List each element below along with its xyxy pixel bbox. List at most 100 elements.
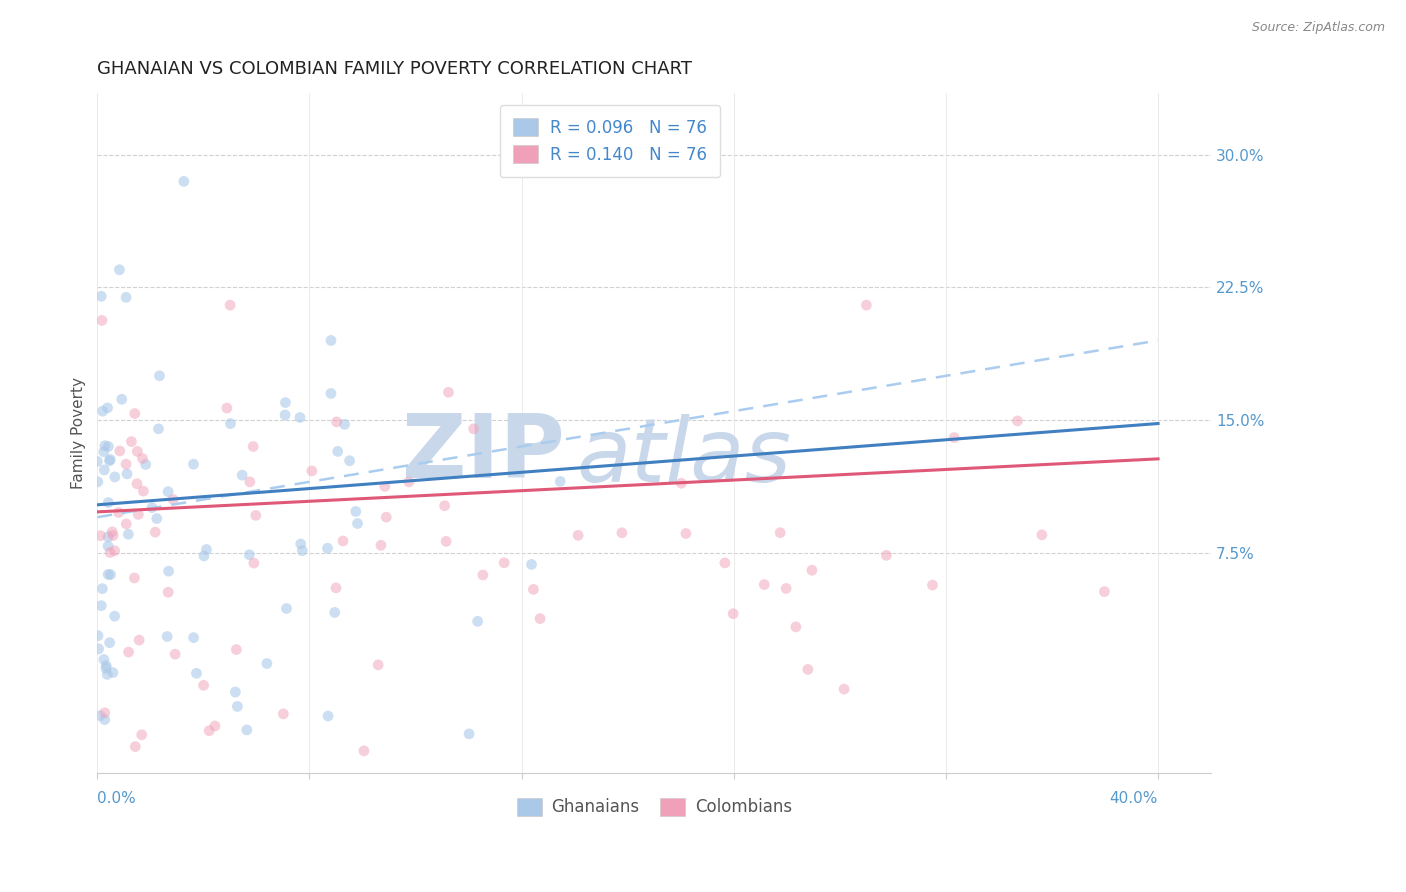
Point bbox=[520, 558, 543, 572]
Point bbox=[1031, 528, 1053, 542]
Point bbox=[165, 647, 187, 661]
Point bbox=[785, 620, 807, 634]
Point bbox=[319, 334, 342, 348]
Point bbox=[291, 543, 314, 558]
Point bbox=[104, 543, 127, 558]
Point bbox=[522, 582, 544, 597]
Point bbox=[127, 508, 149, 522]
Point bbox=[148, 422, 170, 436]
Point bbox=[333, 417, 356, 432]
Point bbox=[548, 475, 571, 489]
Point bbox=[157, 585, 180, 599]
Point bbox=[93, 444, 115, 458]
Point bbox=[219, 417, 242, 431]
Point bbox=[94, 661, 117, 675]
Point bbox=[89, 708, 111, 723]
Point bbox=[671, 476, 693, 491]
Point bbox=[721, 607, 744, 621]
Point bbox=[101, 665, 124, 680]
Text: Source: ZipAtlas.com: Source: ZipAtlas.com bbox=[1251, 21, 1385, 34]
Point bbox=[135, 458, 157, 472]
Point bbox=[117, 645, 139, 659]
Point bbox=[316, 541, 339, 556]
Point bbox=[132, 484, 155, 499]
Point bbox=[101, 524, 124, 539]
Point bbox=[832, 682, 855, 697]
Point bbox=[353, 744, 375, 758]
Point bbox=[91, 404, 114, 418]
Point bbox=[96, 658, 118, 673]
Point bbox=[87, 629, 110, 643]
Point bbox=[128, 633, 150, 648]
Point bbox=[800, 563, 823, 577]
Point bbox=[124, 407, 146, 421]
Point bbox=[344, 504, 367, 518]
Point bbox=[219, 298, 242, 312]
Point bbox=[156, 630, 179, 644]
Point bbox=[173, 174, 195, 188]
Point bbox=[104, 609, 127, 624]
Point bbox=[146, 511, 169, 525]
Y-axis label: Family Poverty: Family Poverty bbox=[72, 377, 86, 489]
Text: 0.0%: 0.0% bbox=[97, 791, 136, 806]
Point bbox=[1007, 414, 1029, 428]
Point bbox=[115, 516, 138, 531]
Text: GHANAIAN VS COLOMBIAN FAMILY POVERTY CORRELATION CHART: GHANAIAN VS COLOMBIAN FAMILY POVERTY COR… bbox=[97, 60, 692, 78]
Text: 40.0%: 40.0% bbox=[1109, 791, 1159, 806]
Point bbox=[96, 667, 118, 681]
Point bbox=[98, 635, 121, 649]
Point bbox=[198, 723, 221, 738]
Point bbox=[157, 484, 180, 499]
Point bbox=[273, 706, 295, 721]
Point bbox=[1092, 584, 1115, 599]
Point bbox=[97, 440, 120, 454]
Point bbox=[89, 529, 111, 543]
Point bbox=[274, 395, 297, 409]
Point bbox=[87, 641, 110, 656]
Point bbox=[256, 657, 278, 671]
Point bbox=[141, 500, 163, 515]
Point bbox=[108, 262, 131, 277]
Point bbox=[236, 723, 259, 737]
Point bbox=[98, 454, 121, 468]
Point bbox=[332, 533, 354, 548]
Point bbox=[127, 444, 149, 458]
Point bbox=[148, 368, 170, 383]
Point bbox=[157, 564, 180, 578]
Point bbox=[204, 719, 226, 733]
Point bbox=[193, 678, 215, 692]
Point bbox=[276, 601, 298, 615]
Point bbox=[183, 631, 205, 645]
Point bbox=[494, 556, 516, 570]
Point bbox=[339, 453, 361, 467]
Point bbox=[875, 549, 897, 563]
Point bbox=[224, 685, 246, 699]
Point bbox=[115, 290, 138, 304]
Point bbox=[111, 392, 134, 407]
Point bbox=[86, 454, 108, 468]
Point bbox=[242, 440, 264, 454]
Point bbox=[96, 401, 118, 415]
Point bbox=[675, 526, 697, 541]
Point bbox=[374, 479, 396, 493]
Point bbox=[274, 408, 297, 422]
Point bbox=[433, 499, 456, 513]
Point bbox=[91, 313, 114, 327]
Point bbox=[316, 709, 339, 723]
Legend: Ghanaians, Colombians: Ghanaians, Colombians bbox=[510, 791, 799, 823]
Point bbox=[714, 556, 737, 570]
Point bbox=[375, 510, 398, 524]
Point bbox=[143, 525, 166, 540]
Point bbox=[225, 642, 247, 657]
Point bbox=[471, 568, 494, 582]
Point bbox=[769, 525, 792, 540]
Point bbox=[107, 506, 129, 520]
Point bbox=[97, 567, 120, 582]
Point bbox=[567, 528, 589, 542]
Text: atlas: atlas bbox=[576, 414, 792, 500]
Point bbox=[437, 385, 460, 400]
Point bbox=[346, 516, 368, 531]
Point bbox=[186, 666, 208, 681]
Point bbox=[290, 537, 312, 551]
Point bbox=[288, 410, 311, 425]
